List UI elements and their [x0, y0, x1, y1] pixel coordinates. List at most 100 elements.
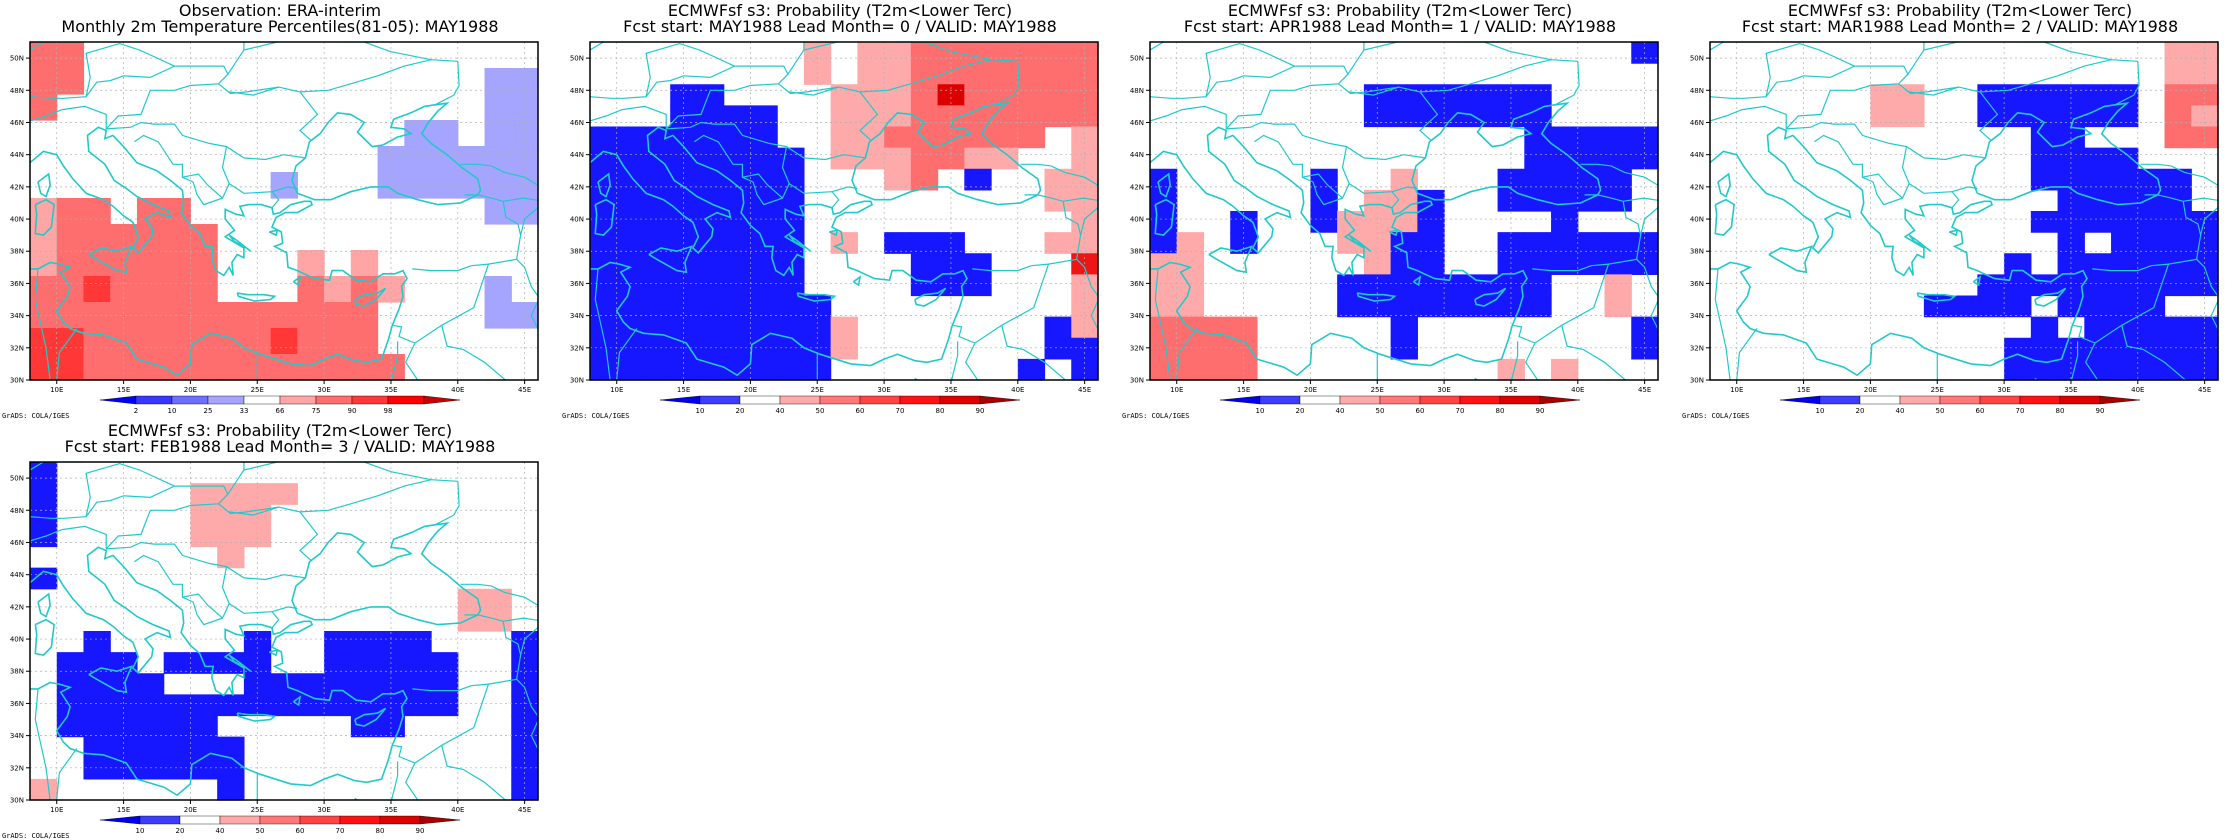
- grid-cell: [2030, 316, 2059, 339]
- border-line: [1736, 328, 1758, 380]
- y-tick-label: 30N: [570, 377, 584, 385]
- color-bar-swatch: [939, 395, 981, 405]
- y-tick-label: 42N: [10, 183, 24, 191]
- grid-cell: [217, 757, 245, 780]
- color-bar-swatch: [315, 395, 353, 405]
- grid-cell: [1044, 42, 1072, 64]
- coast-line: [34, 618, 55, 656]
- grid-cell: [670, 189, 698, 212]
- grid-cell: [1044, 63, 1072, 85]
- grid-cell: [56, 42, 85, 69]
- grid-cell: [1044, 232, 1072, 254]
- grid-cell: [643, 295, 671, 318]
- grid-cell: [2164, 358, 2192, 381]
- grid-cell: [643, 316, 671, 339]
- grid-cell: [2111, 337, 2139, 360]
- border-line: [34, 268, 51, 380]
- grid-cell: [270, 694, 298, 717]
- grid-cell: [590, 274, 618, 297]
- color-bar-label: 20: [1856, 407, 1865, 415]
- grid-cell: [1150, 295, 1178, 318]
- y-tick-label: 50N: [10, 55, 24, 63]
- x-tick-label: 10E: [1730, 386, 1743, 394]
- grid-cell: [2191, 253, 2219, 275]
- color-bar-label: 80: [936, 407, 945, 415]
- y-tick-label: 44N: [10, 151, 24, 159]
- grid-cell: [30, 778, 58, 801]
- grid-cell: [297, 328, 325, 355]
- grid-cell: [484, 609, 512, 632]
- border-line: [590, 42, 644, 51]
- x-tick-label: 20E: [184, 386, 197, 394]
- grid-cell: [217, 328, 245, 355]
- color-bar-label: 90: [2096, 407, 2105, 415]
- panel-lead-2: ECMWFsf s3: Probability (T2m<Lower Terc)…: [1680, 0, 2240, 420]
- border-line: [831, 186, 858, 193]
- grid-cell: [1577, 232, 1606, 254]
- y-tick-label: 44N: [570, 151, 584, 159]
- border-line: [520, 626, 538, 656]
- grid-cell: [1150, 358, 1178, 381]
- border-line: [1020, 163, 1098, 202]
- grid-cell: [1417, 211, 1445, 233]
- border-line: [1765, 42, 1855, 97]
- grid-cell: [136, 757, 165, 780]
- grid-cell: [1337, 232, 1365, 254]
- grid-cell: [750, 295, 778, 318]
- grads-credit: GrADS: COLA/IGES: [2, 412, 70, 420]
- grid-cell: [1337, 211, 1365, 233]
- color-bar-label: 70: [1456, 407, 1465, 415]
- color-bar-label: 10: [696, 407, 705, 415]
- map-lead-1: 10E 15E 20E 25E 30E 35E 40E 45E 30N 32N 34N 36N 38N 4…: [1130, 41, 1659, 415]
- grid-cell: [1390, 337, 1418, 360]
- grid-cell: [1497, 189, 1525, 212]
- grid-cell: [910, 253, 939, 275]
- border-line: [742, 173, 783, 199]
- grid-cell: [1363, 295, 1392, 318]
- coast-line: [88, 245, 134, 274]
- border-line: [56, 328, 78, 380]
- plot-frame: [29, 461, 539, 801]
- color-bar-end: [2099, 395, 2141, 405]
- y-tick-label: 38N: [1130, 248, 1144, 256]
- border-line: [1226, 121, 1426, 161]
- grid-cell: [190, 715, 218, 738]
- grid-cell: [2137, 232, 2166, 254]
- grid-cell: [1604, 232, 1632, 254]
- grid-cell: [136, 715, 165, 738]
- grid-cell: [723, 316, 752, 339]
- axes: 10E 15E 20E 25E 30E 35E 40E 45E 30N 32N 34N 36N 38N 4…: [1690, 55, 2211, 394]
- y-tick-label: 38N: [570, 248, 584, 256]
- grid-cell: [590, 253, 618, 275]
- y-tick-label: 32N: [1130, 344, 1144, 352]
- y-tick-label: 30N: [1690, 377, 1704, 385]
- grads-credit: GrADS: COLA/IGES: [1682, 412, 1750, 420]
- grid-cell: [2137, 358, 2166, 381]
- grid-cell: [83, 757, 111, 780]
- grid-cell: [136, 328, 165, 355]
- y-tick-label: 48N: [10, 87, 24, 95]
- y-tick-label: 44N: [1130, 151, 1144, 159]
- border-line: [1951, 186, 1978, 193]
- coast-line: [1916, 292, 1957, 302]
- border-line: [405, 342, 419, 380]
- grid-cell: [1444, 105, 1472, 128]
- grid-cell: [484, 94, 512, 121]
- coastlines: [1150, 42, 1658, 380]
- map-lead-3: 10E 15E 20E 25E 30E 35E 40E 45E 30N 32N 34N 36N 38N 4…: [10, 461, 539, 835]
- y-tick-label: 44N: [1690, 151, 1704, 159]
- border-line: [106, 541, 306, 581]
- grid-cell: [2030, 337, 2059, 360]
- y-tick-label: 36N: [1690, 280, 1704, 288]
- grid-cell: [1150, 274, 1178, 297]
- grid-cell: [723, 274, 752, 297]
- coast-line: [1208, 245, 1254, 274]
- grid-cell: [696, 232, 725, 254]
- grid-cell: [431, 146, 459, 173]
- grid-cell: [1150, 316, 1178, 339]
- grid-cell: [964, 274, 992, 297]
- grid-cell: [1390, 253, 1418, 275]
- grid-cell: [2191, 358, 2219, 381]
- grid-cell: [190, 694, 218, 717]
- grid-cell: [404, 694, 432, 717]
